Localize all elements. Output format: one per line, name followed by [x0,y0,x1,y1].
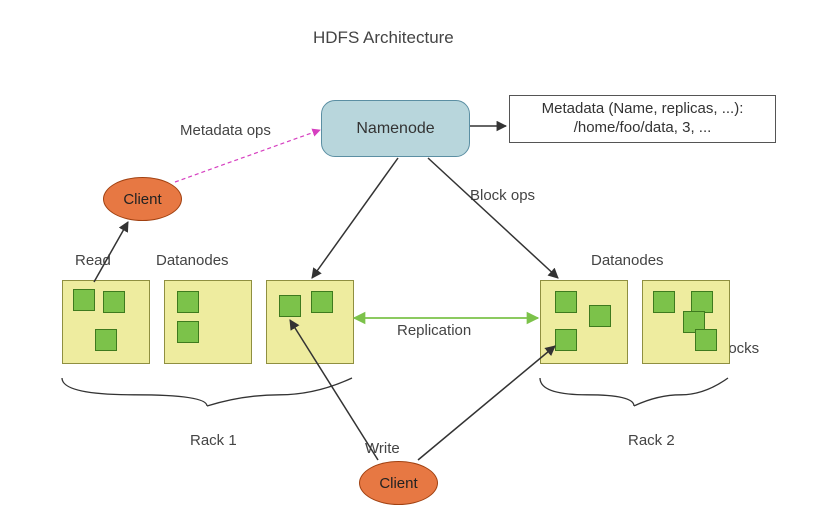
arrows-layer [0,0,827,528]
arrow-write-to-dn4 [418,346,555,460]
arrow-nn-to-dn4 [428,158,558,278]
arrow-nn-to-dn3 [312,158,398,278]
arrow-client-to-nn [175,130,320,182]
arrow-write-to-dn3 [290,320,378,460]
arrow-read [94,222,128,282]
diagram-stage: HDFS Architecture Namenode Metadata (Nam… [0,0,827,528]
brace-rack1 [62,378,352,406]
brace-rack2 [540,378,728,406]
